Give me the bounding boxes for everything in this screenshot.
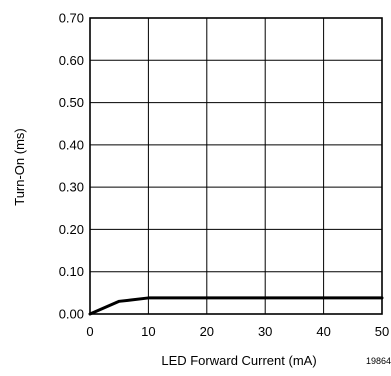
y-tick-label: 0.50 bbox=[59, 95, 84, 110]
y-tick-label: 0.70 bbox=[59, 11, 84, 26]
x-tick-label: 30 bbox=[258, 324, 272, 339]
x-tick-label: 20 bbox=[200, 324, 214, 339]
y-tick-label: 0.00 bbox=[59, 307, 84, 322]
y-tick-label: 0.30 bbox=[59, 180, 84, 195]
y-tick-label: 0.10 bbox=[59, 264, 84, 279]
y-tick-label: 0.20 bbox=[59, 222, 84, 237]
series-line bbox=[88, 296, 384, 316]
x-tick-label: 0 bbox=[86, 324, 93, 339]
x-tick-label: 40 bbox=[316, 324, 330, 339]
y-tick-label: 0.40 bbox=[59, 137, 84, 152]
x-tick-label: 10 bbox=[141, 324, 155, 339]
y-tick-labels: 0.00 0.10 0.20 0.30 0.40 0.50 0.60 0.70 bbox=[59, 11, 84, 322]
x-axis-label: LED Forward Current (mA) bbox=[161, 353, 316, 368]
plot-frame bbox=[89, 17, 383, 315]
figure-id: 19864 bbox=[366, 356, 391, 366]
x-tick-labels: 0 10 20 30 40 50 bbox=[86, 324, 389, 339]
axes bbox=[89, 17, 383, 315]
series bbox=[88, 296, 384, 316]
y-axis-label: Turn-On (ms) bbox=[12, 128, 27, 206]
y-tick-label: 0.60 bbox=[59, 53, 84, 68]
grid bbox=[89, 17, 383, 315]
x-tick-label: 50 bbox=[375, 324, 389, 339]
